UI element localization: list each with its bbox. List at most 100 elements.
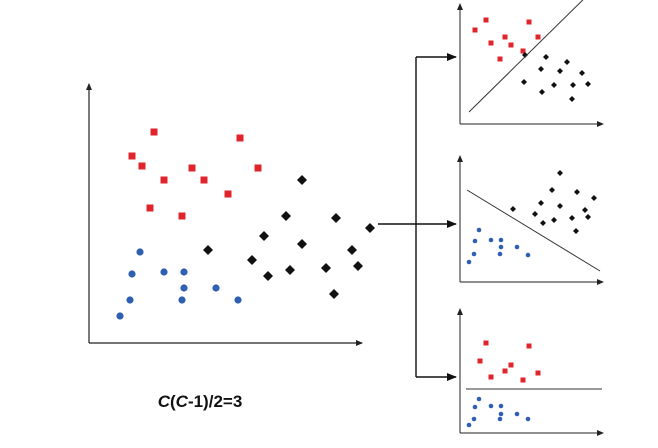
red-square-point: [526, 343, 532, 349]
blue-circle-point: [466, 259, 472, 265]
subplot-red-vs-blue: [457, 308, 604, 436]
red-square-point: [535, 370, 541, 376]
black-diamond-point: [564, 59, 570, 65]
black-diamond-point: [585, 214, 591, 220]
black-diamond-point: [521, 79, 527, 85]
red-square-point: [502, 34, 508, 40]
black-diamond-point: [569, 215, 575, 221]
black-diamond-point: [510, 206, 516, 212]
red-square-point: [160, 176, 168, 184]
red-square-point: [520, 377, 526, 383]
subplot-red-vs-black: [457, 0, 604, 127]
black-diamond-point: [347, 245, 357, 255]
black-diamond-point: [365, 223, 375, 233]
subplot-points: [466, 170, 601, 272]
black-diamond-point: [247, 255, 257, 265]
blue-circle-point: [472, 238, 478, 244]
black-diamond-point: [297, 175, 307, 185]
subplot-points: [468, 0, 591, 113]
blue-circle-point: [497, 416, 503, 422]
red-square-point: [178, 212, 186, 220]
black-diamond-point: [570, 82, 576, 88]
main-scatter-plot: [86, 83, 375, 346]
blue-circle-point: [178, 296, 186, 304]
black-diamond-point: [281, 211, 291, 221]
blue-circle-point: [180, 268, 188, 276]
red-square-point: [477, 358, 483, 364]
blue-circle-point: [472, 404, 478, 410]
black-diamond-point: [591, 195, 597, 201]
blue-circle-point: [180, 284, 188, 292]
red-square-point: [146, 204, 154, 212]
formula-rest: -1)/2=3: [187, 392, 243, 411]
black-diamond-point: [540, 220, 546, 226]
blue-circle-point: [476, 227, 482, 233]
black-diamond-point: [329, 289, 339, 299]
formula-class-symbol: C: [157, 392, 170, 411]
red-square-point: [483, 17, 489, 23]
black-diamond-point: [285, 265, 295, 275]
blue-circle-point: [488, 237, 494, 243]
blue-circle-point: [234, 296, 242, 304]
blue-circle-point: [476, 396, 482, 402]
red-square-point: [526, 19, 532, 25]
black-diamond-point: [331, 213, 341, 223]
red-square-point: [200, 176, 208, 184]
red-square-point: [535, 34, 541, 40]
red-square-point: [502, 368, 508, 374]
blue-circle-point: [116, 312, 124, 320]
blue-circle-point: [498, 411, 504, 417]
red-square-point: [520, 48, 526, 54]
black-diamond-point: [585, 81, 591, 87]
red-square-point: [224, 190, 232, 198]
black-diamond-point: [582, 207, 588, 213]
red-square-point: [488, 374, 494, 380]
red-square-point: [472, 27, 478, 33]
red-square-point: [150, 128, 158, 136]
red-square-point: [508, 42, 514, 48]
blue-circle-point: [497, 251, 503, 257]
black-diamond-point: [557, 203, 563, 209]
subplot-black-vs-blue: [457, 155, 604, 285]
decision-boundary-line: [466, 189, 601, 272]
blue-circle-point: [498, 244, 504, 250]
blue-circle-point: [126, 296, 134, 304]
red-square-point: [236, 134, 244, 142]
red-square-point: [138, 162, 146, 170]
blue-circle-point: [514, 411, 520, 417]
black-diamond-point: [557, 68, 563, 74]
blue-circle-point: [160, 268, 168, 276]
subplot-points: [466, 340, 602, 428]
formula-class-symbol-2: C: [175, 392, 188, 411]
blue-circle-point: [471, 251, 477, 257]
blue-circle-point: [525, 416, 531, 422]
decision-boundary-line: [468, 0, 584, 113]
black-diamond-point: [551, 82, 557, 88]
red-square-point: [188, 164, 196, 172]
red-square-point: [497, 56, 503, 62]
red-square-point: [128, 152, 136, 160]
blue-circle-point: [128, 270, 136, 278]
black-diamond-point: [203, 245, 213, 255]
black-diamond-point: [353, 261, 363, 271]
pair-count-formula: C(C-1)/2=3: [120, 392, 280, 412]
split-connector: [378, 53, 457, 381]
black-diamond-point: [321, 263, 331, 273]
black-diamond-point: [297, 239, 307, 249]
blue-circle-point: [136, 248, 144, 256]
black-diamond-point: [551, 217, 557, 223]
blue-circle-point: [514, 244, 520, 250]
black-diamond-point: [574, 189, 580, 195]
blue-circle-point: [466, 422, 472, 428]
blue-circle-point: [498, 403, 504, 409]
black-diamond-point: [522, 52, 528, 58]
formula-paren: (: [169, 392, 176, 411]
blue-circle-point: [471, 416, 477, 422]
black-diamond-point: [549, 187, 555, 193]
red-square-point: [508, 362, 514, 368]
black-diamond-point: [569, 96, 575, 102]
blue-circle-point: [212, 284, 220, 292]
black-diamond-point: [263, 271, 273, 281]
blue-circle-point: [498, 237, 504, 243]
